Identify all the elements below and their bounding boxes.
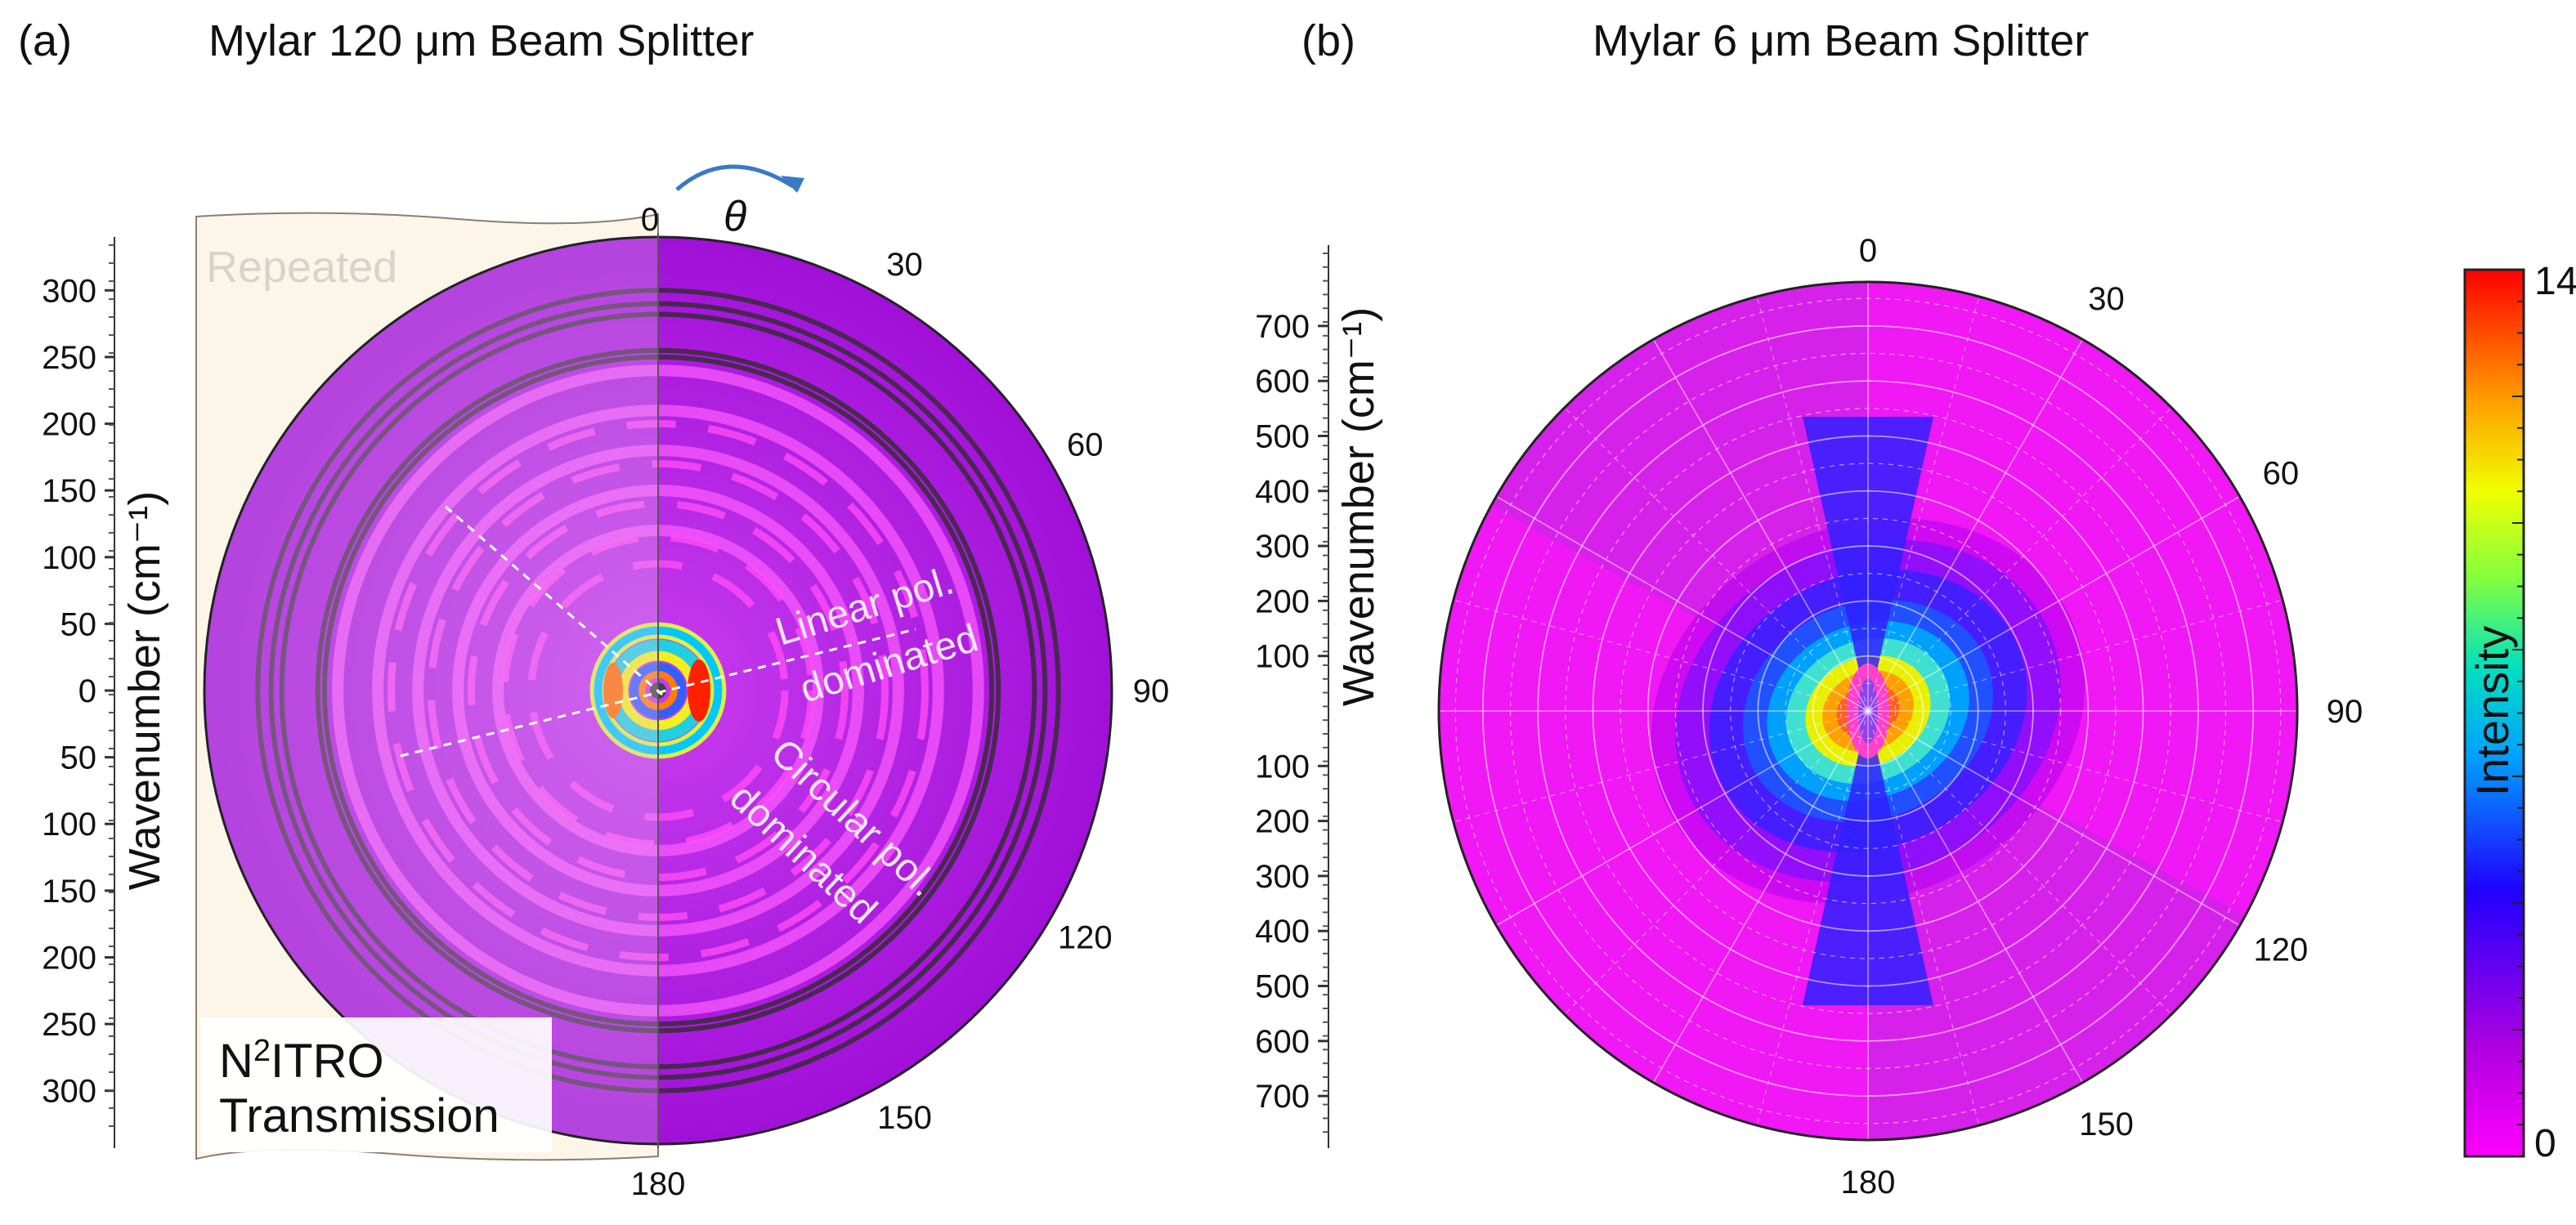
angle-tick-label: 30 [2088,281,2125,317]
grid-spoke [1652,338,1869,712]
grid-spoke [1867,710,2084,1084]
angle-tick-label: 60 [2263,456,2300,492]
radial-tick-label: 150 [42,473,96,509]
radial-tick-label: 100 [42,807,96,843]
grid-spoke [1867,599,2283,712]
radial-tick-label: 250 [42,1007,96,1043]
grid-spoke [1453,710,1869,823]
inset-label-line2: Transmission [219,1089,500,1142]
angle-tick-label: 90 [1133,673,1170,709]
colorbar-min-label: 0 [2534,1122,2556,1165]
grid-spoke [1756,296,1869,712]
radial-tick-label: 600 [1255,364,1310,400]
angle-ticks-a: 0 30 60 90 120 150 180 [631,202,1170,1202]
polar-grid-b [1439,282,2297,1140]
grid-spoke [1867,710,1980,1126]
grid-spoke [1495,710,1869,927]
radial-tick-label: 100 [1255,639,1310,675]
grid-spoke [1495,495,1869,712]
chart-title-b: Mylar 6 μm Beam Splitter [1593,16,2089,65]
angle-tick-label: 90 [2327,694,2363,730]
angle-tick-label: 120 [1058,920,1113,956]
angle-tick-label: 60 [1067,427,1104,463]
panel-label-b: (b) [1301,16,1355,65]
circular-guide-line [400,628,916,758]
angle-ticks-b: 0 30 60 90 120 150 180 [1841,233,2363,1200]
angle-tick-label: 30 [886,247,923,283]
theta-arrow [675,164,795,191]
radial-tick-label: 600 [1255,1024,1310,1060]
radial-tick-label: 700 [1255,309,1310,345]
grid-spoke [1564,407,1869,712]
chart-title-a: Mylar 120 μm Beam Splitter [208,16,754,65]
colorbar-ticks [2512,269,2524,1157]
angle-tick-label: 180 [631,1166,686,1202]
radial-ticks-a: 300 250 200 150 100 50 0 50 100 150 200 250 300 [42,244,114,1127]
colorbar [2463,268,2525,1158]
radial-tick-label: 200 [42,407,96,443]
angle-tick-label: 180 [1841,1165,1896,1200]
angle-tick-label: 150 [877,1100,932,1136]
inset-box [200,1017,552,1152]
radial-ticks-b: 700 600 500 400 300 200 100 100 200 300 400 500 600 7… [1255,253,1328,1133]
grid-spoke [1867,710,2241,927]
radial-tick-label: 300 [42,273,96,309]
ylabel-b: Wavenumber (cm⁻¹) [1334,307,1383,707]
grid-spoke [1652,710,1869,1084]
colorbar-label: Intensity [2466,626,2518,797]
grid-spoke [1756,710,1869,1126]
radial-tick-label: 500 [1255,969,1310,1005]
radial-tick-label: 250 [42,340,96,376]
radial-tick-label: 300 [42,1074,96,1110]
radial-tick-label: 400 [1255,914,1310,950]
radial-tick-label: 200 [1255,804,1310,840]
theta-arrowhead [781,176,804,193]
grid-spoke [1867,710,2283,823]
angle-tick-label: 120 [2254,932,2309,968]
ylabel-a: Wavenumber (cm⁻¹) [120,491,169,891]
grid-spoke [1564,710,1869,1015]
radial-tick-label: 100 [42,540,96,576]
radial-tick-label: 300 [1255,529,1310,565]
grid-spoke [1453,599,1869,712]
colorbar-max-label: 14 [2534,260,2576,303]
radial-tick-label: 0 [78,673,96,709]
grid-spoke [1867,495,2241,712]
radial-tick-label: 100 [1255,749,1310,785]
linear-guide-line [445,505,663,696]
radial-tick-label: 400 [1255,474,1310,510]
polar-boundary-b [1437,280,2299,1142]
radial-tick-label: 300 [1255,859,1310,895]
grid-spoke [1867,338,2084,712]
radial-tick-label: 200 [42,940,96,976]
radial-tick-label: 500 [1255,418,1310,454]
radial-tick-label: 200 [1255,583,1310,619]
angle-tick-label: 0 [641,202,659,238]
theta-symbol: θ [724,193,746,240]
radial-tick-label: 50 [60,740,97,776]
grid-spoke [1867,710,2172,1015]
hot-lobe-right [688,659,710,722]
radial-tick-label: 700 [1255,1079,1310,1115]
grid-spoke [1867,296,1980,712]
repeated-label: Repeated [206,243,397,292]
radial-tick-label: 50 [60,606,97,642]
panel-label-a: (a) [18,16,72,65]
angle-tick-label: 0 [1859,233,1877,269]
inset-label-line1: N2ITRO [219,1034,384,1088]
band-ring [500,533,816,848]
angle-tick-label: 150 [2079,1107,2134,1142]
grid-spoke [1867,407,2172,712]
radial-tick-label: 150 [42,874,96,910]
